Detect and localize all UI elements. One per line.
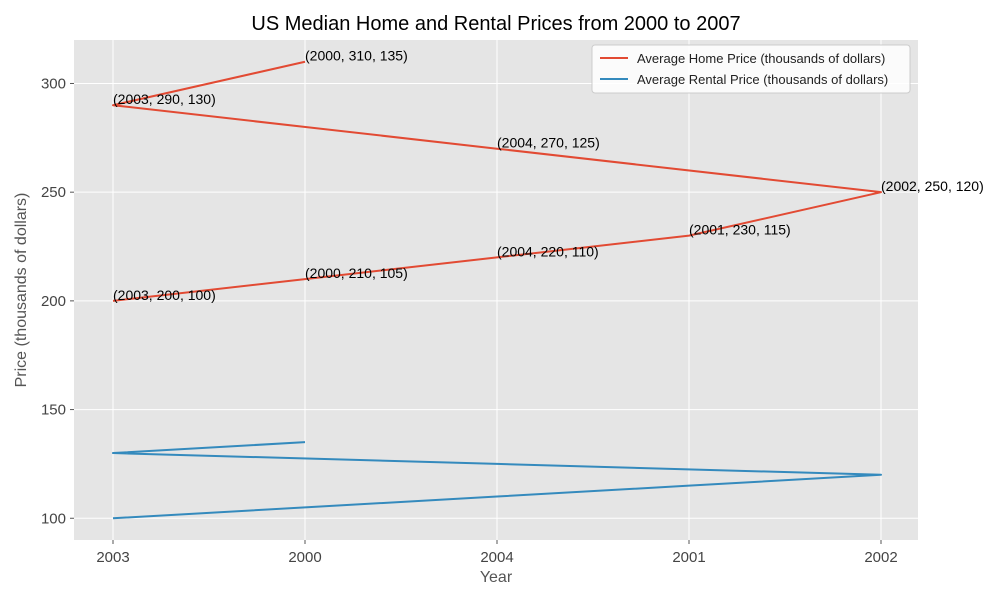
y-tick-label: 200 [41, 293, 66, 310]
chart-title: US Median Home and Rental Prices from 20… [251, 13, 740, 35]
x-tick-label: 2004 [480, 549, 513, 566]
y-axis-label: Price (thousands of dollars) [13, 193, 30, 388]
data-annotation: (2003, 290, 130) [113, 91, 216, 107]
data-annotation: (2002, 250, 120) [881, 178, 984, 194]
rental-price-line [112, 441, 882, 520]
annotations: (2003, 200, 100) (2000, 210, 105) (2004, 2… [113, 48, 984, 303]
y-tick-label: 100 [41, 510, 66, 527]
x-tick-label: 2001 [672, 549, 705, 566]
x-axis-label: Year [480, 569, 513, 586]
data-annotation: (2004, 220, 110) [497, 243, 599, 259]
data-annotation: (2000, 310, 135) [305, 48, 408, 64]
x-tick-label: 2003 [96, 549, 129, 566]
data-annotation: (2001, 230, 115) [689, 222, 791, 238]
data-annotation: (2000, 210, 105) [305, 265, 408, 281]
data-annotation: (2004, 270, 125) [497, 135, 600, 151]
data-annotation: (2003, 200, 100) [113, 287, 216, 303]
series-layer [112, 60, 882, 520]
y-tick-label: 300 [41, 75, 66, 92]
legend-box [591, 44, 911, 94]
y-tick-label: 150 [41, 402, 66, 419]
legend-label-rental: Average Rental Price (thousands of dolla… [637, 72, 888, 87]
legend: Average Home Price (thousands of dollars… [591, 44, 911, 94]
home-price-line [112, 60, 882, 302]
y-axis-ticks: 100 150 200 250 300 [41, 75, 74, 527]
y-tick-label: 250 [41, 184, 66, 201]
x-axis-ticks: 2003 2000 2004 2001 2002 [96, 540, 898, 566]
legend-label-home: Average Home Price (thousands of dollars… [637, 51, 885, 66]
x-tick-label: 2002 [864, 549, 897, 566]
x-tick-label: 2000 [288, 549, 321, 566]
